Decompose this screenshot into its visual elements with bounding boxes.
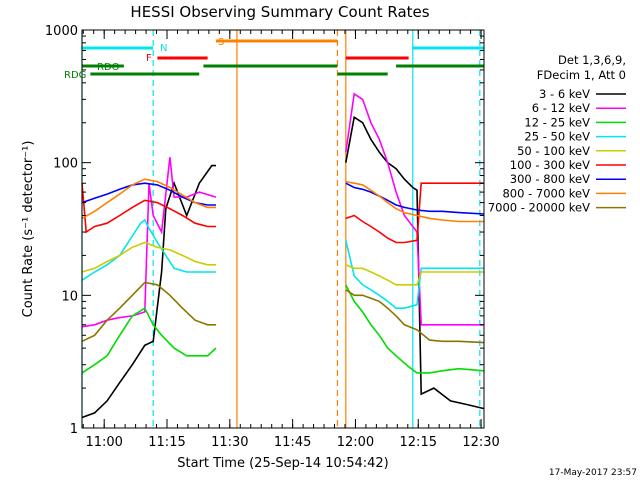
- flag-bars: [82, 39, 484, 76]
- series-line: [345, 115, 485, 410]
- flag-label-s: S: [218, 37, 224, 48]
- legend-label: 3 - 6 keV: [539, 87, 590, 101]
- series-line: [345, 289, 485, 344]
- y-axis: 1 10 100 1000: [45, 24, 484, 437]
- legend: Det 1,3,6,9, FDecim 1, Att 0 3 - 6 keV6 …: [488, 53, 626, 215]
- y-tick-label: 1: [70, 422, 78, 437]
- legend-label: 50 - 100 keV: [517, 144, 590, 158]
- series-line: [81, 281, 216, 343]
- series-line: [81, 183, 216, 234]
- legend-header-line-1: Det 1,3,6,9,: [558, 53, 626, 67]
- x-tick-label: 12:30: [462, 435, 499, 450]
- series-line: [345, 240, 484, 310]
- x-tick-label: 12:00: [337, 435, 374, 450]
- x-tick-label: 12:15: [400, 435, 437, 450]
- flag-labels: N S F RDO RDG: [64, 37, 224, 81]
- footer-date: 17-May-2017 23:57: [549, 468, 637, 478]
- chart-title: HESSI Observing Summary Count Rates: [130, 3, 429, 21]
- legend-label: 800 - 7000 keV: [502, 186, 590, 200]
- legend-header-line-2: FDecim 1, Att 0: [537, 68, 626, 82]
- series-line: [345, 180, 484, 223]
- series-line: [81, 164, 216, 419]
- legend-label: 25 - 50 keV: [524, 130, 590, 144]
- x-tick-label: 11:45: [274, 435, 311, 450]
- x-tick-label: 11:15: [148, 435, 185, 450]
- y-tick-label: 1000: [45, 24, 78, 39]
- y-axis-label: Count Rate (s⁻¹ detector⁻¹): [21, 141, 36, 318]
- plot-area: [81, 29, 485, 429]
- series-line: [345, 284, 485, 374]
- legend-label: 12 - 25 keV: [524, 115, 590, 129]
- flag-label-n: N: [160, 43, 167, 54]
- series-line: [81, 218, 216, 281]
- series-line: [81, 307, 217, 374]
- series-line: [345, 182, 485, 215]
- x-axis-label: Start Time (25-Sep-14 10:54:42): [177, 456, 388, 471]
- series-line: [345, 264, 484, 286]
- plot-frame: [81, 29, 485, 429]
- y-tick-label: 100: [53, 157, 78, 172]
- y-tick-label: 10: [61, 289, 78, 304]
- legend-label: 100 - 300 keV: [510, 158, 590, 172]
- x-tick-label: 11:00: [85, 435, 122, 450]
- legend-label: 6 - 12 keV: [532, 101, 590, 115]
- series-line: [81, 178, 216, 220]
- x-axis: 11:00 11:15 11:30 11:45 12:00 12:15 12:30: [82, 30, 500, 450]
- flag-label-rdg: RDG: [64, 70, 86, 81]
- series-line: [81, 241, 216, 273]
- x-tick-label: 11:30: [211, 435, 248, 450]
- series-line: [345, 182, 484, 244]
- legend-label: 300 - 800 keV: [510, 172, 590, 186]
- series-lines: [81, 92, 485, 419]
- series-line: [345, 92, 484, 326]
- legend-label: 7000 - 20000 keV: [488, 201, 590, 215]
- flag-label-rdo: RDO: [97, 62, 120, 73]
- flag-label-f: F: [146, 53, 152, 64]
